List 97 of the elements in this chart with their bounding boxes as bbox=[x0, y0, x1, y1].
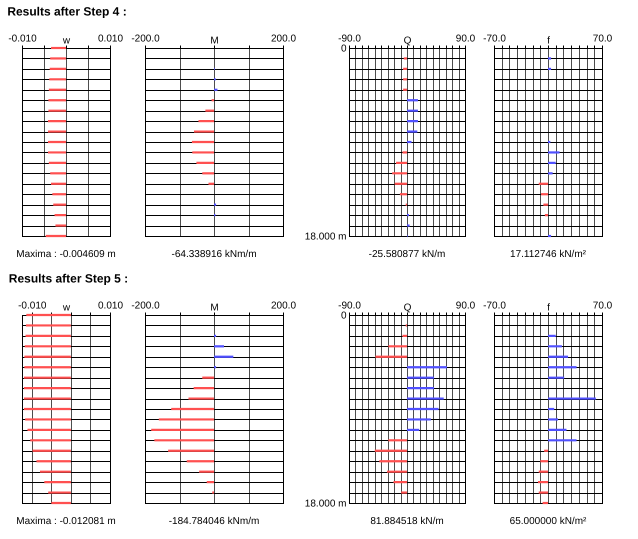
bar bbox=[199, 470, 214, 473]
x-axis-title: f bbox=[547, 302, 550, 314]
x-tick-label: 0.010 bbox=[98, 34, 124, 44]
x-tick-label: -200.0 bbox=[131, 300, 160, 312]
x-axis-title: w bbox=[62, 36, 71, 46]
bar bbox=[403, 68, 407, 70]
chart-title: Results after Step 5 : bbox=[8, 272, 128, 286]
y-tick-label: 18.000 m bbox=[304, 232, 346, 242]
bar bbox=[188, 397, 214, 400]
bar bbox=[548, 418, 558, 421]
bar bbox=[168, 450, 214, 452]
bar bbox=[403, 78, 407, 80]
bar bbox=[387, 470, 407, 473]
text: 81.884518 kN/m bbox=[370, 516, 444, 527]
bar bbox=[407, 418, 431, 421]
bar bbox=[538, 481, 548, 484]
x-tick-label: 70.0 bbox=[592, 300, 613, 312]
bar bbox=[407, 140, 412, 144]
bar bbox=[540, 460, 548, 462]
text: 65.000000 kN/m² bbox=[510, 516, 588, 527]
bar bbox=[402, 151, 407, 154]
bar bbox=[400, 193, 407, 196]
bar bbox=[154, 439, 214, 442]
bar bbox=[393, 481, 407, 484]
y-tick-label: 0 bbox=[340, 310, 347, 322]
bar bbox=[407, 408, 439, 410]
bar bbox=[388, 345, 407, 348]
bar bbox=[158, 418, 214, 421]
x-axis-title: Q bbox=[404, 302, 412, 314]
text: Maxima : -0.012081 m bbox=[16, 516, 116, 527]
bar bbox=[403, 88, 407, 91]
x-tick-label: -0.010 bbox=[8, 34, 38, 44]
x-tick-label: 90.0 bbox=[456, 300, 476, 312]
bar bbox=[394, 182, 407, 185]
bar bbox=[538, 470, 548, 473]
bar bbox=[202, 376, 214, 379]
bar bbox=[542, 502, 548, 504]
x-tick-label: -90.0 bbox=[338, 34, 362, 44]
bar bbox=[407, 120, 418, 122]
text: Maxima : -0.004609 m bbox=[16, 249, 116, 260]
bar bbox=[407, 376, 434, 379]
bar bbox=[186, 460, 214, 462]
x-axis-title: M bbox=[210, 302, 219, 314]
x-axis-title: M bbox=[210, 36, 219, 46]
x-tick-label: -90.0 bbox=[338, 300, 362, 312]
bar bbox=[548, 356, 568, 358]
bar bbox=[214, 356, 234, 358]
bar bbox=[548, 151, 560, 154]
x-tick-label: 0.010 bbox=[98, 300, 124, 312]
bar bbox=[538, 491, 548, 494]
y-tick-label: 18.000 m bbox=[304, 498, 346, 510]
bar bbox=[548, 428, 567, 431]
x-axis-title: w bbox=[62, 302, 71, 314]
bar bbox=[548, 366, 577, 368]
text: -25.580877 kN/m bbox=[368, 249, 446, 260]
bar bbox=[543, 204, 548, 206]
bar bbox=[548, 439, 577, 442]
bar bbox=[407, 99, 418, 102]
bar bbox=[388, 439, 407, 442]
bar bbox=[548, 172, 553, 174]
bar bbox=[392, 172, 407, 174]
bar bbox=[548, 376, 564, 379]
x-axis-title: Q bbox=[404, 36, 412, 46]
x-tick-label: 200.0 bbox=[270, 34, 296, 44]
bar bbox=[407, 366, 447, 368]
y-tick-label: 0 bbox=[340, 44, 347, 54]
bar bbox=[171, 408, 214, 410]
bar bbox=[402, 334, 407, 337]
bar bbox=[544, 450, 548, 452]
x-axis-title: f bbox=[547, 36, 550, 46]
bar bbox=[401, 491, 407, 494]
bar bbox=[407, 130, 418, 133]
chart-title: Results after Step 4 : bbox=[7, 4, 127, 18]
x-tick-label: -200.0 bbox=[131, 34, 160, 44]
bar bbox=[379, 460, 407, 462]
x-tick-label: 70.0 bbox=[592, 34, 613, 44]
bar bbox=[396, 162, 407, 164]
bar bbox=[548, 345, 562, 348]
bar bbox=[541, 193, 548, 196]
bar bbox=[151, 428, 214, 431]
bar bbox=[407, 397, 444, 400]
bar bbox=[375, 356, 407, 358]
bar bbox=[407, 110, 418, 112]
text: 17.112746 kN/m² bbox=[510, 249, 587, 260]
text: -184.784046 kNm/m bbox=[168, 516, 260, 527]
bar bbox=[407, 387, 434, 390]
bar bbox=[374, 450, 407, 452]
x-tick-label: -70.0 bbox=[483, 34, 506, 44]
x-tick-label: 90.0 bbox=[456, 34, 476, 44]
bar bbox=[214, 345, 224, 348]
bar bbox=[548, 397, 596, 400]
x-tick-label: -0.010 bbox=[18, 300, 47, 312]
x-tick-label: -70.0 bbox=[483, 300, 506, 312]
bar bbox=[194, 387, 214, 390]
x-tick-label: 200.0 bbox=[270, 300, 296, 312]
bar bbox=[538, 182, 548, 185]
text: -64.338916 kNm/m bbox=[171, 249, 257, 260]
